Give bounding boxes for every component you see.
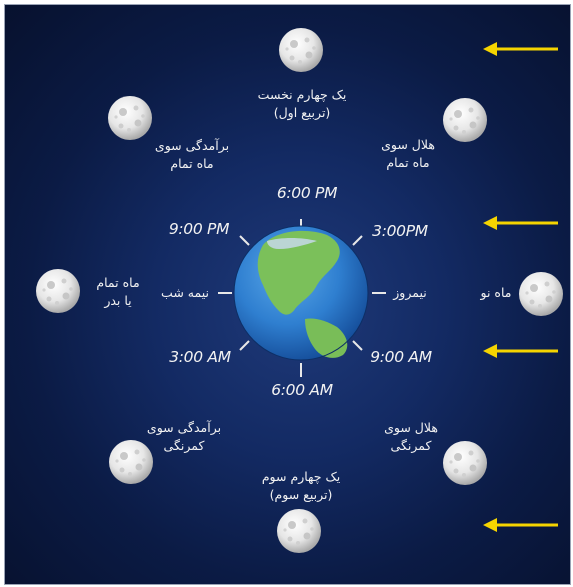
earth-icon (233, 225, 369, 361)
moon-waxing-gibbous-icon (108, 96, 152, 140)
moon-new-icon (519, 272, 563, 316)
sunlight-arrows (483, 42, 558, 532)
waxing-gibbous-label: برآمدگی سوی ماه تمام (154, 138, 230, 171)
moon-first-quarter-icon (279, 28, 323, 72)
moon-waxing-crescent-icon (443, 98, 487, 142)
moon-waning-crescent-icon (443, 441, 487, 485)
third-quarter-label: یک چهارم سوم (تربیع سوم) (261, 469, 341, 502)
moon-full-icon (36, 269, 80, 313)
time-3am: 3:00 AM (169, 348, 231, 366)
time-6am: 6:00 AM (271, 381, 333, 399)
midnight-label: نیمه شب (161, 285, 209, 300)
noon-label: نیمروز (393, 285, 427, 300)
sun-arrow-icon (483, 42, 558, 56)
waning-crescent-label: هلال سوی کمرنگی (384, 420, 438, 453)
moon-third-quarter-icon (277, 509, 321, 553)
sun-arrow-icon (483, 216, 558, 230)
full-moon-label: ماه تمام یا بدر (96, 275, 140, 308)
sun-arrow-icon (483, 518, 558, 532)
new-moon-label: ماه نو (480, 285, 512, 300)
time-9am: 9:00 AM (370, 348, 432, 366)
time-9pm: 9:00 PM (168, 220, 230, 238)
diagram-canvas (36, 28, 563, 553)
time-6pm: 6:00 PM (276, 184, 338, 202)
waning-gibbous-label: برآمدگی سوی کمرنگی (146, 420, 222, 453)
waxing-crescent-label: هلال سوی ماه تمام (381, 137, 435, 170)
first-quarter-label: یک چهارم نخست (تربیع اول) (257, 87, 347, 120)
sun-arrow-icon (483, 344, 558, 358)
earth-tick-marks (218, 219, 386, 377)
time-3pm: 3:00PM (372, 222, 428, 240)
diagram-frame: 6:00 PM 9:00 PM 3:00PM 3:00 AM 9:00 AM 6… (4, 4, 571, 585)
